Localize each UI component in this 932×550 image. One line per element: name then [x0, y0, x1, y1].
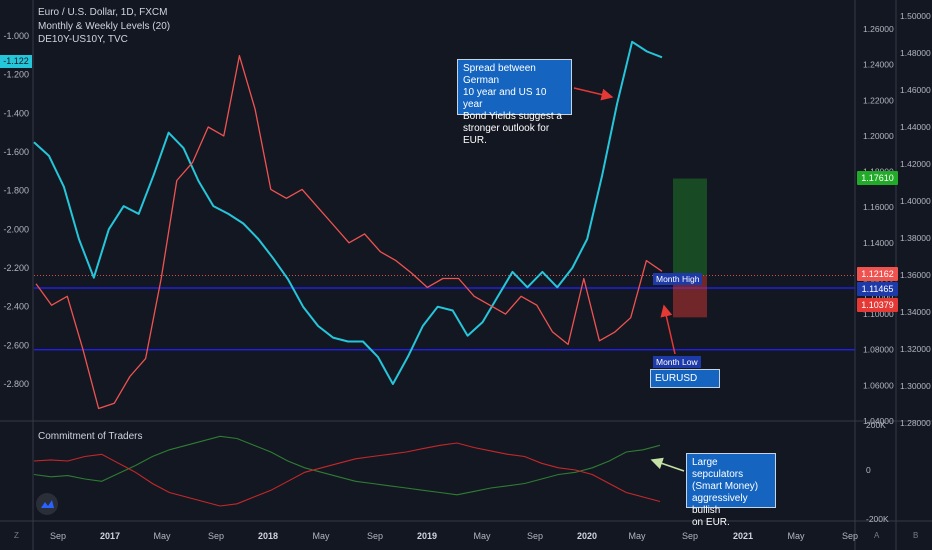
right-axis-2-tick-label: 1.50000 [900, 11, 931, 21]
position-box [673, 178, 707, 318]
left-axis-ticks: -1.000 -1.200 -1.400 -1.600 -1.800 -2.000 -2.2… [3, 31, 29, 389]
left-axis-tick-label: -1.600 [3, 147, 29, 157]
right-axis-tick-label: 1.22000 [863, 95, 894, 105]
cot-large-speculators-line [33, 435, 661, 496]
right-axis-ticks: 1.260001.240001.220001.200001.180001.160… [863, 24, 894, 426]
note-line: Spread between German [463, 63, 536, 86]
cot-axis-tick-label: 0 [866, 465, 871, 475]
right-axis-2-tick-label: 1.44000 [900, 122, 931, 132]
right-axis-tick-label: 1.20000 [863, 131, 894, 141]
left-axis-tick-label: -2.800 [3, 379, 29, 389]
x-axis-tick-label: Sep [50, 531, 66, 541]
target-price-badge: 1.17610 [857, 171, 898, 185]
right-axis-2-tick-label: 1.34000 [900, 307, 931, 317]
legend-symbol[interactable]: Euro / U.S. Dollar, 1D, FXCM [38, 7, 168, 18]
zoom-icon[interactable]: Z [14, 531, 19, 540]
x-axis-tick-label: 2020 [577, 531, 597, 541]
left-axis-tick-label: -2.200 [3, 263, 29, 273]
right-axis-tick-label: 1.14000 [863, 238, 894, 248]
x-axis-tick-label: 2021 [733, 531, 753, 541]
note-line: on EUR. [692, 517, 730, 528]
right-axis-tick-label: 1.08000 [863, 345, 894, 355]
right-axis-2-tick-label: 1.46000 [900, 85, 931, 95]
auto-scale-icon[interactable]: A [874, 531, 880, 540]
cot-axis-tick-label: 200K [866, 420, 886, 430]
x-axis-tick-label: Sep [842, 531, 858, 541]
spread-series-line [33, 40, 663, 385]
tradingview-logo-icon[interactable] [36, 493, 58, 515]
right-axis-tick-label: 1.26000 [863, 24, 894, 34]
left-axis-tick-label: -1.000 [3, 31, 29, 41]
left-axis-tick-label: -2.400 [3, 302, 29, 312]
cot-note[interactable]: Large sepculators (Smart Money) aggressi… [686, 453, 776, 528]
current-value-badge: -1.122 [0, 55, 32, 68]
annotation-arrows [573, 87, 685, 472]
eurusd-arrow [660, 304, 676, 355]
spread-note[interactable]: Spread between German 10 year and US 10 … [457, 59, 572, 146]
x-axis-tick-label: Sep [208, 531, 224, 541]
note-line: Bond Yields suggest a [463, 111, 562, 122]
x-axis-tick-label: May [473, 531, 491, 541]
chart-legend: Euro / U.S. Dollar, 1D, FXCM Monthly & W… [38, 6, 170, 47]
right-axis-2-tick-label: 1.42000 [900, 159, 931, 169]
last-price-badge: 1.12162 [857, 267, 898, 281]
left-axis-tick-label: -2.600 [3, 340, 29, 350]
right-axis-2-tick-label: 1.28000 [900, 418, 931, 428]
x-axis-tick-label: Sep [527, 531, 543, 541]
note-line: stronger outlook for EUR. [463, 123, 550, 146]
note-line: (Smart Money) [692, 481, 759, 492]
month-high-label: Month High [653, 273, 703, 285]
right-axis-2-tick-label: 1.36000 [900, 270, 931, 280]
cot-arrow [650, 457, 685, 472]
month-low-label: Month Low [653, 356, 701, 368]
note-line: Large sepculators [692, 457, 744, 480]
cot-commercials-line [33, 442, 661, 507]
eurusd-label[interactable]: EURUSD [650, 369, 720, 388]
cot-axis-tick-label: -200K [866, 514, 889, 524]
right-axis-tick-label: 1.10000 [863, 309, 894, 319]
left-axis-tick-label: -2.000 [3, 224, 29, 234]
bookmark-icon[interactable]: B [913, 531, 919, 540]
right-axis-2-tick-label: 1.38000 [900, 233, 931, 243]
right-axis-tick-label: 1.16000 [863, 202, 894, 212]
profit-zone [673, 178, 707, 276]
left-axis-tick-label: -1.400 [3, 108, 29, 118]
right-axis-tick-label: 1.04000 [863, 416, 894, 426]
right-axis-2-tick-label: 1.48000 [900, 48, 931, 58]
month-high-price-badge: 1.11465 [857, 282, 898, 296]
cot-lines [33, 435, 661, 507]
eurusd-series-line [35, 55, 663, 410]
x-axis-tick-label: May [312, 531, 330, 541]
left-axis-tick-label: -1.800 [3, 186, 29, 196]
right-axis-2-ticks: 1.50000 1.48000 1.46000 1.44000 1.42000 1.400… [866, 11, 931, 524]
stop-price-badge: 1.10379 [857, 298, 898, 312]
right-axis-2-tick-label: 1.30000 [900, 381, 931, 391]
cot-pane-title: Commitment of Traders [38, 431, 143, 442]
spread-arrow [573, 87, 614, 101]
series-lines [33, 40, 663, 410]
level-lines [34, 275, 855, 351]
right-axis-tick-label: 1.11000 [863, 291, 893, 301]
x-axis-tick-label: Sep [367, 531, 383, 541]
x-axis-ticks: Sep 2017 May Sep 2018 May Sep 2019 May Sep 2020 May… [50, 531, 858, 541]
right-axis-2-tick-label: 1.32000 [900, 344, 931, 354]
right-axis-tick-label: 1.06000 [863, 380, 894, 390]
x-axis-tick-label: 2018 [258, 531, 278, 541]
x-axis-tick-label: Sep [682, 531, 698, 541]
right-axis-2-tick-label: 1.40000 [900, 196, 931, 206]
legend-compare[interactable]: DE10Y-US10Y, TVC [38, 34, 128, 45]
note-line: 10 year and US 10 year [463, 87, 547, 110]
x-axis-tick-label: May [787, 531, 805, 541]
note-line: aggressively bullish [692, 493, 748, 516]
x-axis-tick-label: 2019 [417, 531, 437, 541]
x-axis-tick-label: May [628, 531, 646, 541]
x-axis-tick-label: May [153, 531, 171, 541]
left-axis-tick-label: -1.200 [3, 70, 29, 80]
legend-indicator[interactable]: Monthly & Weekly Levels (20) [38, 20, 171, 32]
right-axis-tick-label: 1.24000 [863, 60, 894, 70]
x-axis-tick-label: 2017 [100, 531, 120, 541]
